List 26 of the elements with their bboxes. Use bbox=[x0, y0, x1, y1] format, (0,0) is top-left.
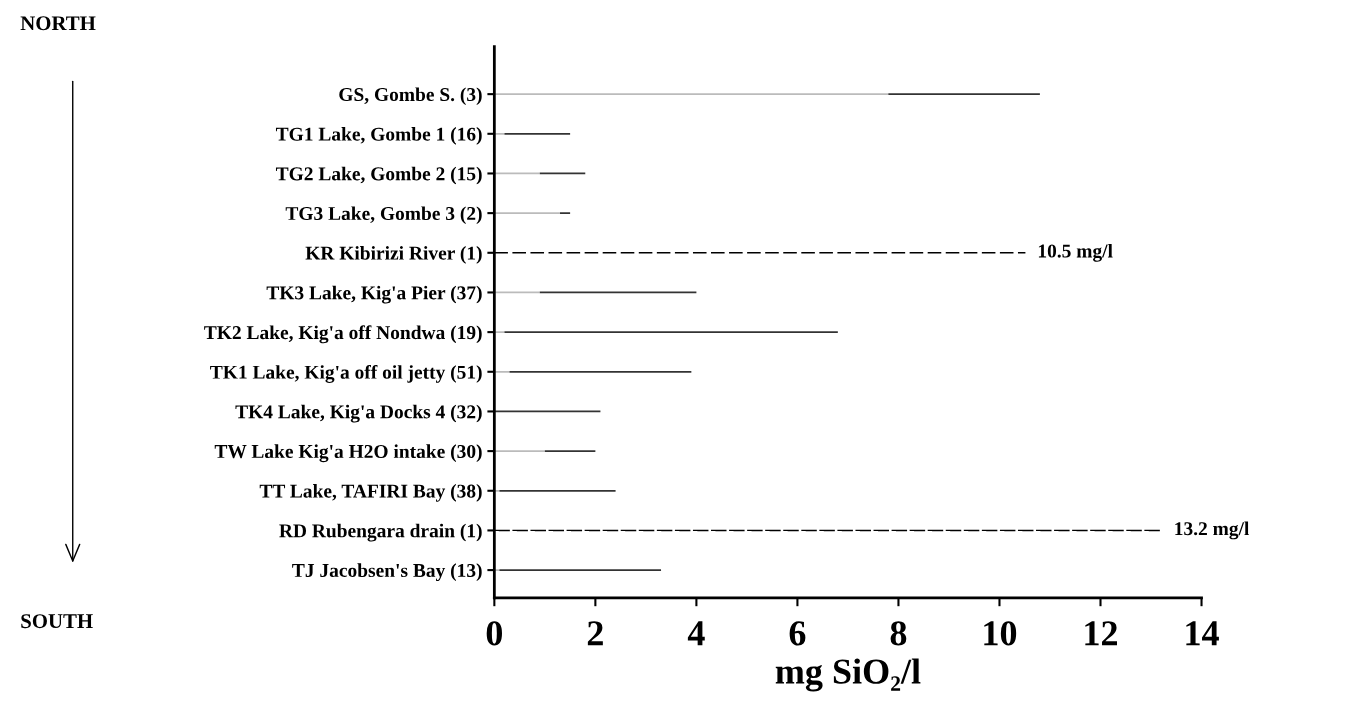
x-tick-label: 10 bbox=[984, 621, 1017, 646]
y-tick-label: TW Lake Kig'a H2O intake (30) bbox=[214, 444, 482, 463]
text: NORTH bbox=[20, 16, 96, 31]
x-tick-label: 14 bbox=[1186, 621, 1219, 646]
data-label: 13.2 mg/l bbox=[1175, 521, 1250, 540]
y-tick-label: TK4 Lake, Kig'a Docks 4 (32) bbox=[235, 404, 482, 423]
y-tick-label: TG3 Lake, Gombe 3 (2) bbox=[285, 206, 482, 225]
y-tick-label: TG2 Lake, Gombe 2 (15) bbox=[275, 166, 482, 185]
x-tick-label: 6 bbox=[789, 621, 806, 646]
y-tick-label: TJ Jacobsen's Bay (13) bbox=[292, 563, 482, 582]
y-tick-label: TK3 Lake, Kig'a Pier (37) bbox=[266, 285, 482, 304]
data-label: 10.5 mg/l bbox=[1038, 243, 1113, 262]
y-tick-label: KR Kibirizi River (1) bbox=[305, 246, 482, 264]
x-axis-title: mg SiO₂/l bbox=[775, 658, 921, 692]
x-tick-label: 4 bbox=[687, 621, 705, 646]
text: SOUTH bbox=[21, 614, 93, 629]
y-tick-label: GS, Gombe S. (3) bbox=[339, 87, 482, 106]
x-tick-label: 2 bbox=[587, 621, 603, 646]
y-tick-label: TG1 Lake, Gombe 1 (16) bbox=[275, 127, 482, 145]
y-tick-label: TK1 Lake, Kig'a off oil jetty (51) bbox=[210, 364, 482, 383]
x-tick-label: 0 bbox=[486, 621, 502, 646]
y-tick-label: TK2 Lake, Kig'a off Nondwa (19) bbox=[204, 325, 482, 344]
x-tick-label: 12 bbox=[1085, 621, 1117, 646]
x-tick-label: 8 bbox=[890, 621, 907, 646]
y-tick-label: TT Lake, TAFIRI Bay (38) bbox=[259, 484, 482, 502]
y-tick-label: RD Rubengara drain (1) bbox=[279, 523, 482, 542]
